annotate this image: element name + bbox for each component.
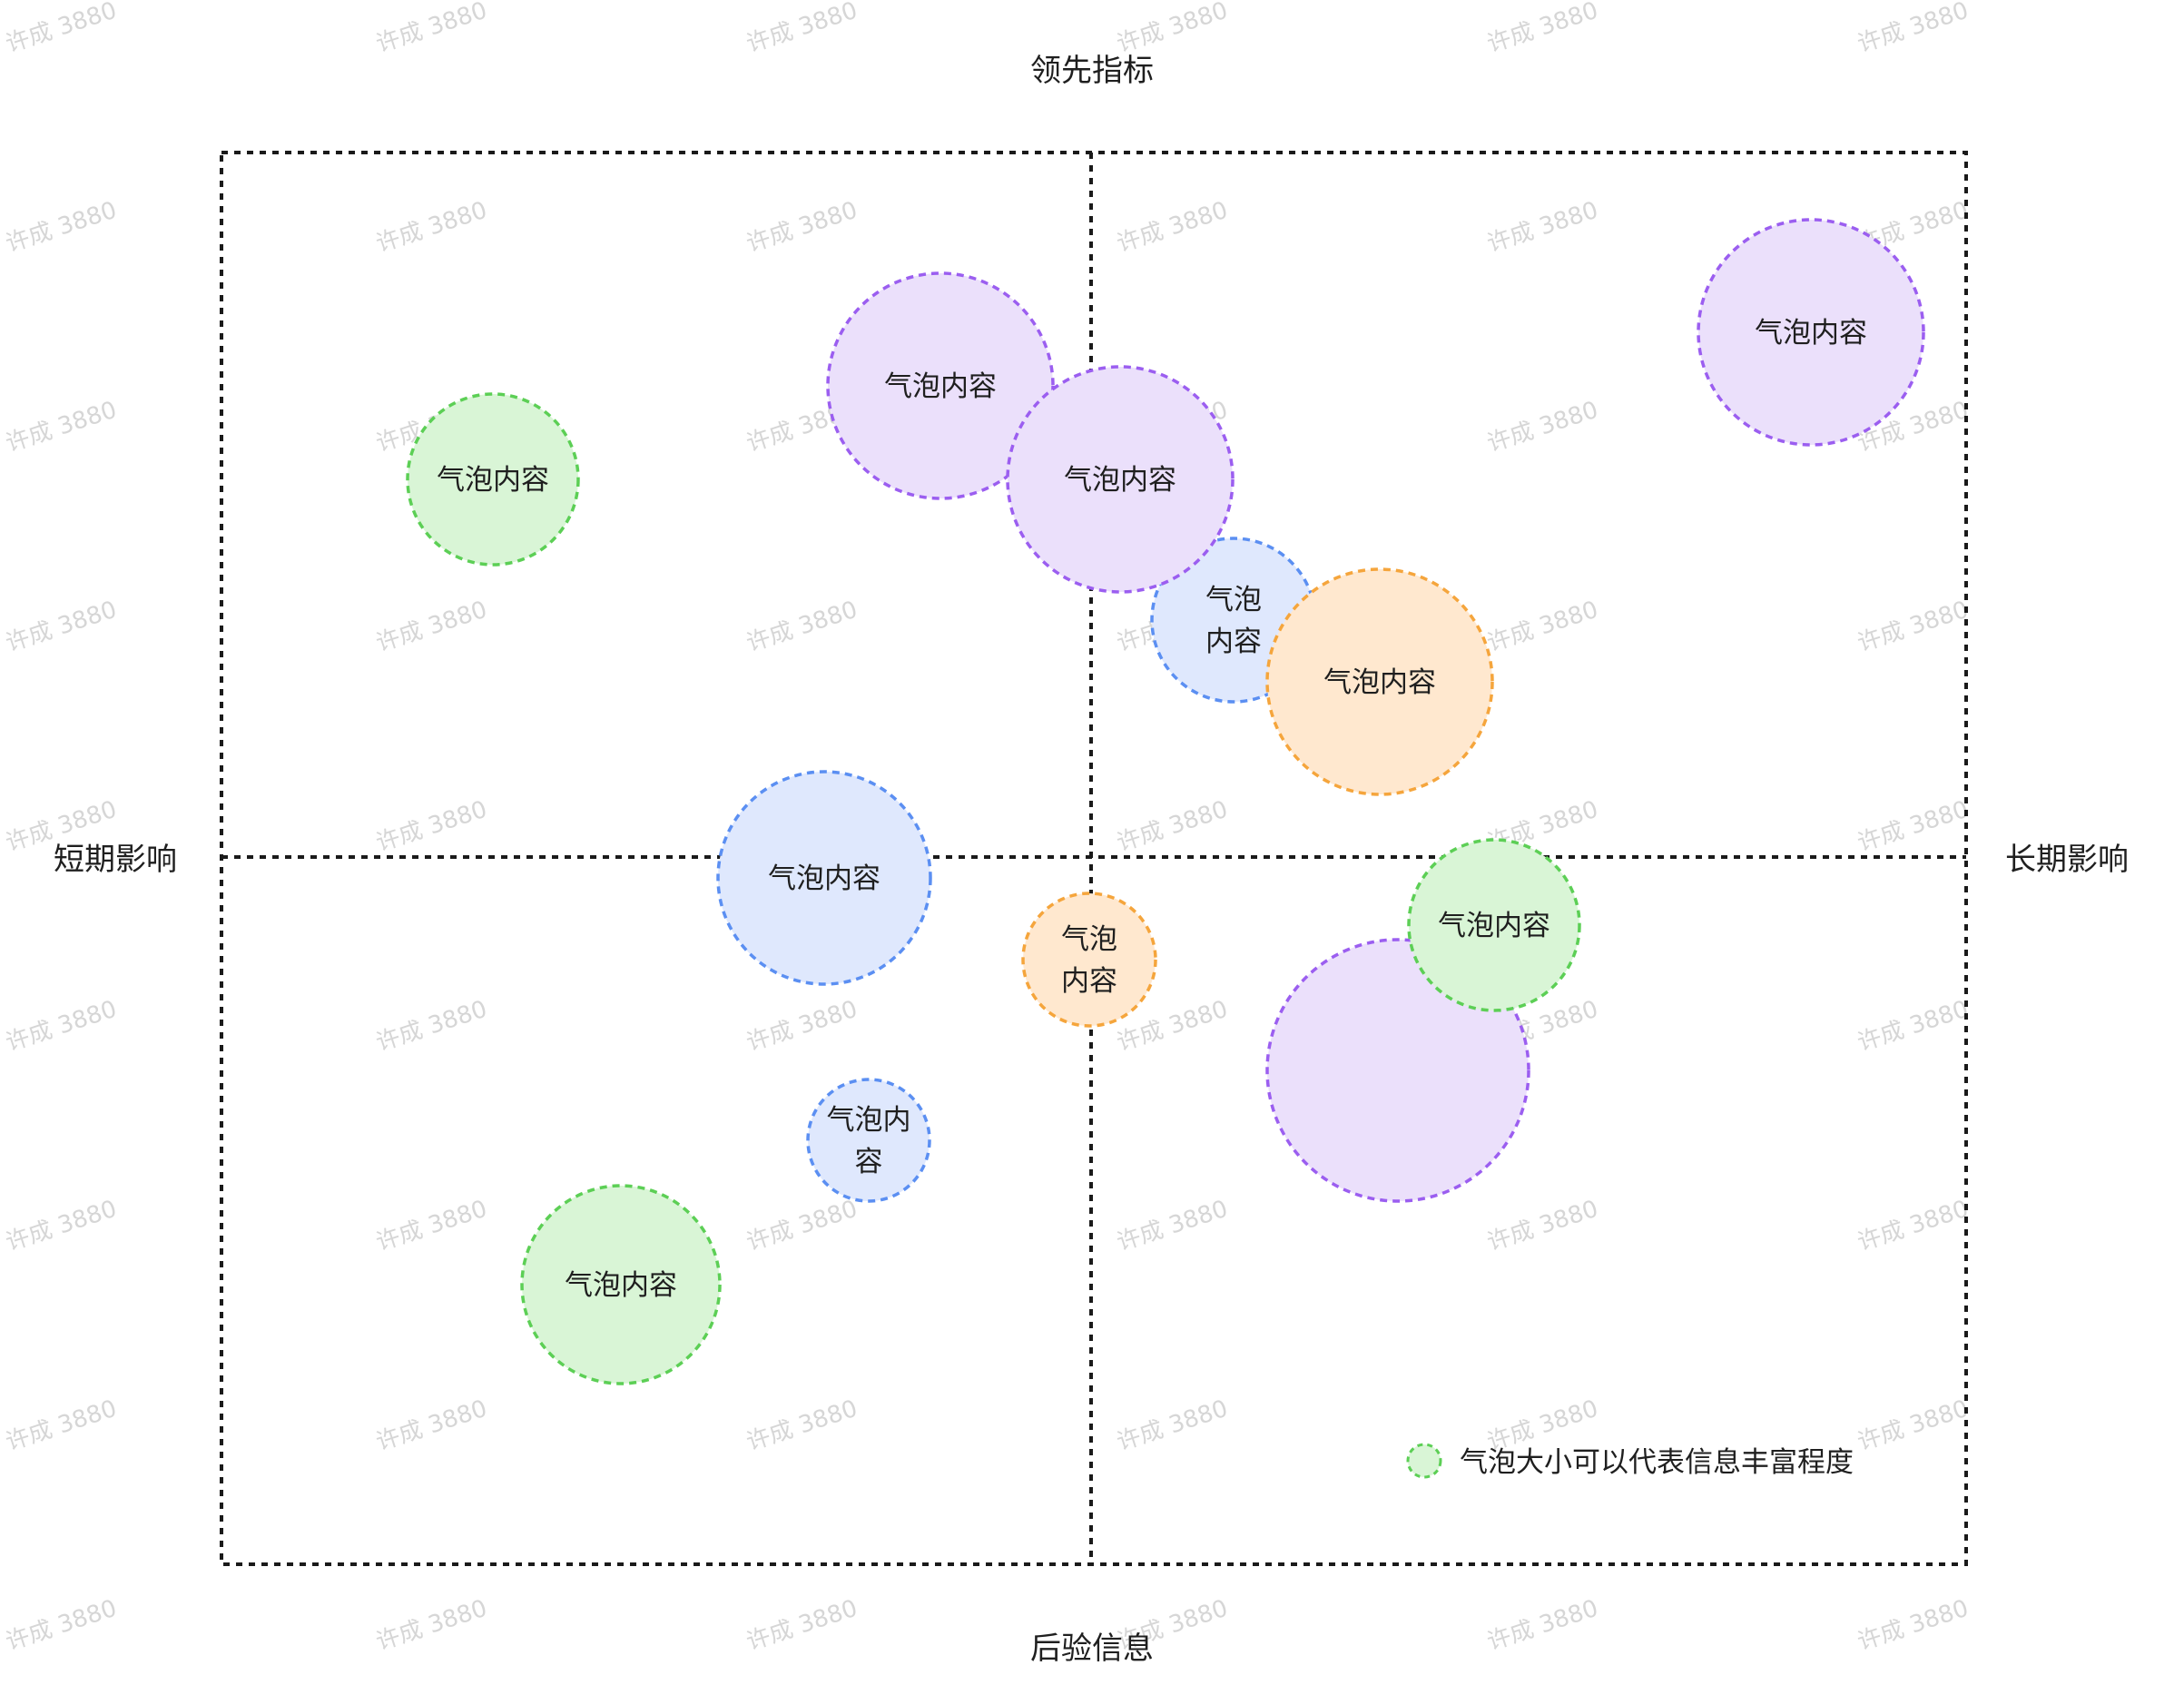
bubble-circle xyxy=(1021,892,1157,1028)
watermark-text: 许成 3880 xyxy=(373,1595,491,1657)
bubble: 气泡内容 xyxy=(806,1078,931,1203)
watermark-text: 许成 3880 xyxy=(743,1196,861,1257)
watermark-text: 许成 3880 xyxy=(1854,1196,1972,1257)
bubble: 气泡内容 xyxy=(520,1184,722,1385)
axis-label-right: 长期影响 xyxy=(2005,842,2129,878)
bubble: 气泡内容 xyxy=(1407,838,1581,1012)
bubble-circle xyxy=(406,392,580,567)
bubble-label: 气泡内容 xyxy=(1438,910,1550,942)
bubble-circle xyxy=(1407,838,1581,1012)
watermark-text: 许成 3880 xyxy=(1484,397,1602,458)
watermark-text: 许成 3880 xyxy=(3,1395,121,1457)
bubble-label: 气泡内容 xyxy=(1323,666,1436,699)
bubble: 气泡内容 xyxy=(1021,892,1157,1028)
watermark-text: 许成 3880 xyxy=(743,996,861,1058)
watermark-text: 许成 3880 xyxy=(1114,796,1232,858)
watermark-text: 许成 3880 xyxy=(1484,197,1602,259)
bubble-layer: 气泡内容气泡内容气泡内容气泡内容气泡内容气泡内容气泡内容气泡内容气泡内容气泡内容… xyxy=(406,218,1925,1385)
watermark-text: 许成 3880 xyxy=(3,596,121,658)
watermark-text: 许成 3880 xyxy=(1114,0,1232,58)
watermark-text: 许成 3880 xyxy=(1114,1395,1232,1457)
bubble: 气泡内容 xyxy=(1265,567,1494,796)
watermark-text: 许成 3880 xyxy=(1484,1595,1602,1657)
bubble-label: 内容 xyxy=(1061,965,1117,998)
bubble: 气泡内容 xyxy=(716,770,932,986)
watermark-text: 许成 3880 xyxy=(373,0,491,58)
bubble-label: 气泡 xyxy=(1205,584,1262,616)
watermark-text: 许成 3880 xyxy=(373,1196,491,1257)
bubble-circle xyxy=(716,770,932,986)
bubble-label: 内容 xyxy=(1205,626,1262,658)
watermark-text: 许成 3880 xyxy=(1854,0,1972,58)
watermark-text: 许成 3880 xyxy=(1484,1196,1602,1257)
watermark-text: 许成 3880 xyxy=(3,1196,121,1257)
bubble-circle xyxy=(520,1184,722,1385)
bubble: 气泡内容 xyxy=(1006,365,1235,594)
watermark-text: 许成 3880 xyxy=(743,1595,861,1657)
watermark-text: 许成 3880 xyxy=(3,1595,121,1657)
bubble-circle xyxy=(1697,218,1925,447)
watermark-text: 许成 3880 xyxy=(1854,796,1972,858)
quadrant-grid xyxy=(220,151,1968,1566)
bubble: 气泡内容 xyxy=(826,271,1055,500)
bubble-label: 气泡内容 xyxy=(1064,464,1176,497)
watermark-text: 许成 3880 xyxy=(3,996,121,1058)
bubble-label: 气泡内容 xyxy=(1755,317,1867,350)
watermark-text: 许成 3880 xyxy=(3,0,121,58)
bubble: 气泡内容 xyxy=(1697,218,1925,447)
watermark-text: 许成 3880 xyxy=(1854,996,1972,1058)
bubble: 气泡内容 xyxy=(406,392,580,567)
watermark-text: 许成 3880 xyxy=(373,596,491,658)
watermark-text: 许成 3880 xyxy=(1854,1395,1972,1457)
watermark-text: 许成 3880 xyxy=(1854,1595,1972,1657)
watermark-text: 许成 3880 xyxy=(743,197,861,259)
watermark-text: 许成 3880 xyxy=(1854,596,1972,658)
bubble-label: 气泡内容 xyxy=(884,370,997,403)
axis-labels: 领先指标 后验信息 短期影响 长期影响 xyxy=(54,53,2129,1667)
watermark-text: 许成 3880 xyxy=(1114,1196,1232,1257)
watermark-layer: 许成 3880 许成 3880 许成 3880 许成 3880 许成 3880 许成 38… xyxy=(3,0,1972,1656)
bubble-label: 容 xyxy=(855,1146,883,1178)
watermark-text: 许成 3880 xyxy=(1484,0,1602,58)
watermark-text: 许成 3880 xyxy=(373,1395,491,1457)
watermark-text: 许成 3880 xyxy=(1114,197,1232,259)
legend-swatch xyxy=(1406,1443,1442,1479)
watermark-text: 许成 3880 xyxy=(373,197,491,259)
axis-label-left: 短期影响 xyxy=(54,842,177,878)
bubble-circle xyxy=(1006,365,1235,594)
bubble-circle xyxy=(806,1078,931,1203)
axis-label-top: 领先指标 xyxy=(1030,53,1154,89)
bubble-label: 气泡 xyxy=(1061,923,1117,956)
watermark-text: 许成 3880 xyxy=(743,0,861,58)
bubble-label: 气泡内 xyxy=(827,1104,911,1137)
watermark-text: 许成 3880 xyxy=(3,197,121,259)
legend-label: 气泡大小可以代表信息丰富程度 xyxy=(1460,1446,1854,1479)
watermark-text: 许成 3880 xyxy=(1484,596,1602,658)
bubble-label: 气泡内容 xyxy=(437,464,549,497)
axis-label-bottom: 后验信息 xyxy=(1030,1631,1154,1667)
bubble-circle xyxy=(826,271,1055,500)
bubble-label: 气泡内容 xyxy=(565,1269,677,1302)
watermark-text: 许成 3880 xyxy=(373,796,491,858)
watermark-text: 许成 3880 xyxy=(3,397,121,458)
legend: 气泡大小可以代表信息丰富程度 xyxy=(1406,1443,1854,1479)
watermark-text: 许成 3880 xyxy=(743,596,861,658)
bubble-label: 气泡内容 xyxy=(768,862,880,895)
bubble-circle xyxy=(1265,567,1494,796)
watermark-text: 许成 3880 xyxy=(373,996,491,1058)
watermark-text: 许成 3880 xyxy=(743,1395,861,1457)
